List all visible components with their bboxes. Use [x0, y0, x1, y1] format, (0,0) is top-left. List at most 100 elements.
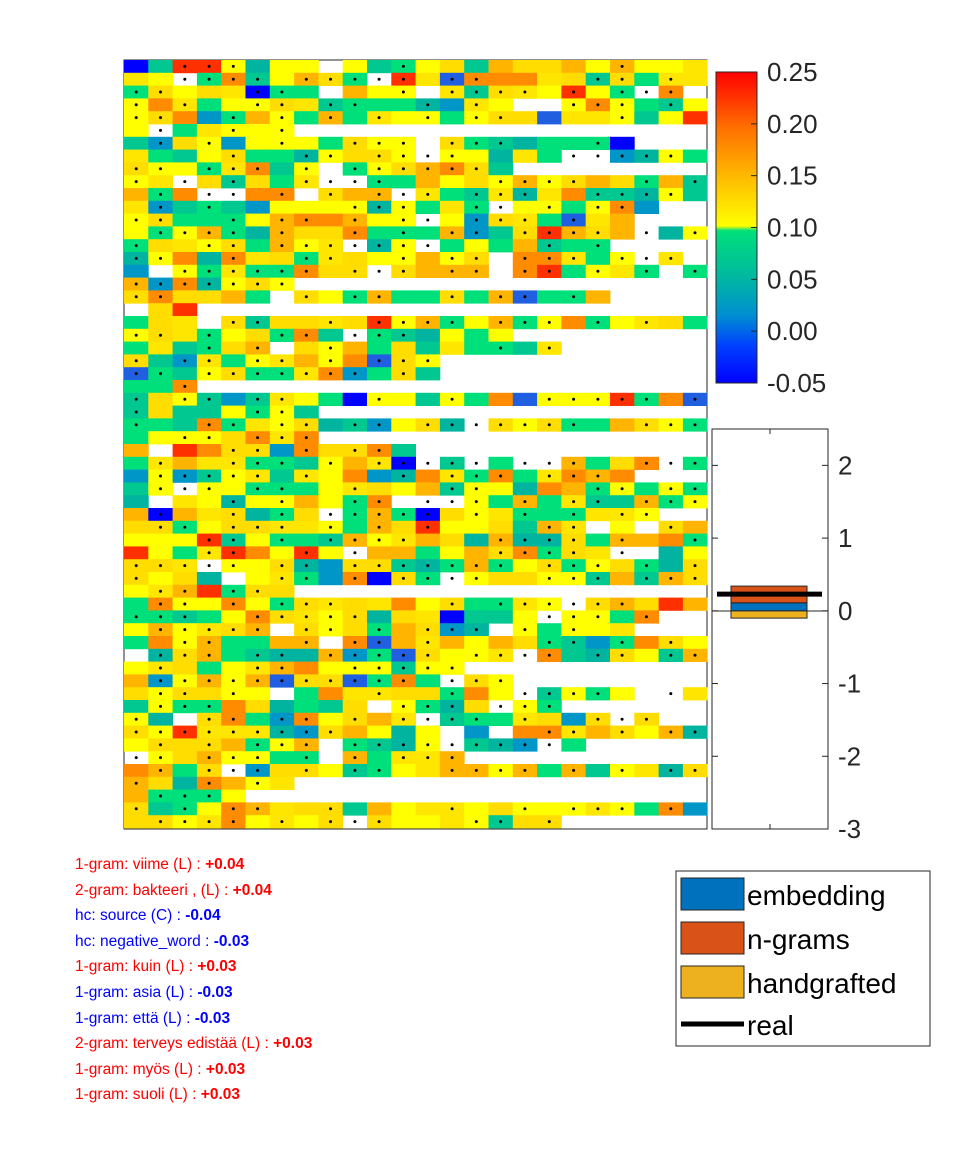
heatmap-cell-marker: [159, 794, 162, 798]
heatmap-cell-marker: [256, 756, 260, 760]
colorbar: 0.25 0.20 0.15 0.10 0.05 0.00 -0.05: [715, 57, 826, 398]
heatmap-cell-marker: [474, 192, 478, 196]
heatmap-cell-marker: [207, 756, 211, 760]
heatmap-cell: [585, 623, 611, 637]
heatmap-cell: [172, 367, 198, 381]
heatmap-cell: [148, 341, 173, 355]
heatmap-cell-marker: [572, 500, 576, 504]
heatmap-cell-marker: [523, 269, 527, 273]
heatmap-cell: [537, 85, 562, 99]
heatmap-cell: [245, 290, 271, 304]
heatmap-cell: [196, 290, 222, 304]
heatmap-cell-marker: [353, 372, 357, 376]
heatmap-cell-marker: [304, 640, 308, 644]
heatmap-cell: [124, 188, 149, 202]
heatmap-cell: [245, 546, 271, 560]
heatmap-cell: [610, 316, 635, 330]
heatmap-cell: [342, 623, 368, 637]
heatmap-cell-marker: [377, 244, 381, 248]
heatmap-cell-marker: [499, 768, 503, 772]
heatmap-cell: [294, 687, 319, 701]
heatmap-cell: [172, 456, 198, 470]
heatmap-cell: [585, 213, 611, 227]
heatmap-cell: [561, 738, 587, 752]
bar-segment-handgrafted: [730, 610, 808, 619]
feature-row: 1-gram: myös (L) : +0.03: [75, 1057, 495, 1083]
heatmap-cell-marker: [523, 551, 527, 555]
heatmap-cell: [585, 60, 611, 74]
heatmap-cell: [488, 572, 514, 586]
heatmap-cell-marker: [523, 180, 527, 184]
heatmap-cell: [318, 559, 344, 573]
heatmap-cell: [415, 252, 441, 266]
heatmap-cell-marker: [377, 333, 381, 337]
heatmap-cell-marker: [304, 576, 308, 580]
heatmap-cell: [172, 316, 198, 330]
colorbar-ticks: 0.25 0.20 0.15 0.10 0.05 0.00 -0.05: [751, 57, 826, 398]
heatmap-cell: [172, 290, 198, 304]
heatmap-cell-marker: [231, 282, 235, 286]
heatmap-cell-marker: [353, 218, 357, 222]
heatmap-cell: [634, 200, 659, 214]
heatmap-cell-marker: [134, 90, 138, 94]
heatmap-cell: [172, 111, 198, 125]
heatmap-cell-marker: [159, 564, 162, 568]
heatmap-cell: [318, 700, 344, 714]
heatmap-cell-marker: [159, 128, 162, 132]
heatmap-cell-marker: [572, 423, 576, 427]
heatmap-cell-marker: [401, 77, 405, 81]
heatmap-cell-marker: [401, 666, 405, 670]
heatmap-cell: [512, 610, 538, 624]
heatmap-cell-marker: [134, 103, 138, 107]
heatmap-cell: [269, 175, 295, 189]
colorbar-tick-label: 0.25: [767, 57, 818, 87]
heatmap-cell: [342, 687, 368, 701]
heatmap-cell-marker: [256, 679, 260, 683]
heatmap-cell: [512, 136, 538, 150]
heatmap-cell: [391, 175, 416, 189]
heatmap-cell-marker: [280, 538, 284, 542]
heatmap-cell-marker: [572, 474, 576, 478]
heatmap-cell-marker: [693, 768, 697, 772]
heatmap-cell-marker: [547, 653, 551, 657]
heatmap-cell: [634, 597, 659, 611]
heatmap-cell-marker: [523, 512, 527, 516]
heatmap-cell: [172, 764, 198, 778]
heatmap-cell: [634, 72, 659, 86]
heatmap-cell-marker: [207, 423, 211, 427]
heatmap-cell: [221, 85, 246, 99]
heatmap-cell-marker: [377, 77, 381, 81]
heatmap-cell-marker: [401, 90, 405, 94]
heatmap-cell: [488, 456, 514, 470]
heatmap-cell: [537, 623, 562, 637]
heatmap-cell-marker: [353, 743, 357, 747]
heatmap-cell: [294, 700, 319, 714]
heatmap-cell: [415, 60, 441, 74]
heatmap-cell-marker: [644, 231, 648, 235]
heatmap-cell-marker: [280, 244, 284, 248]
feature-value: -0.03: [213, 932, 250, 950]
heatmap-cell-marker: [596, 77, 600, 81]
heatmap-cell: [269, 546, 295, 560]
feature-row: 1-gram: kuin (L) : +0.03: [75, 954, 495, 980]
heatmap-cell: [439, 239, 465, 253]
heatmap-cell: [294, 60, 319, 74]
heatmap-cell-marker: [644, 180, 648, 184]
heatmap-cell-marker: [669, 807, 673, 811]
heatmap-cell-marker: [377, 295, 381, 299]
heatmap-cell: [561, 60, 587, 74]
heatmap-cell: [561, 648, 587, 662]
heatmap-cell: [124, 316, 149, 330]
heatmap-cell: [464, 725, 489, 739]
heatmap-cell-marker: [547, 320, 551, 324]
heatmap-cell: [196, 802, 222, 816]
heatmap-cell: [342, 456, 368, 470]
heatmap-cell-marker: [523, 295, 527, 299]
heatmap-cell-marker: [134, 167, 138, 171]
heatmap-cell: [342, 354, 368, 368]
heatmap-cell: [658, 316, 684, 330]
heatmap-cell-marker: [231, 820, 235, 824]
heatmap-cell-marker: [183, 640, 187, 644]
heatmap-cell-marker: [450, 397, 454, 401]
heatmap-cell: [221, 354, 246, 368]
